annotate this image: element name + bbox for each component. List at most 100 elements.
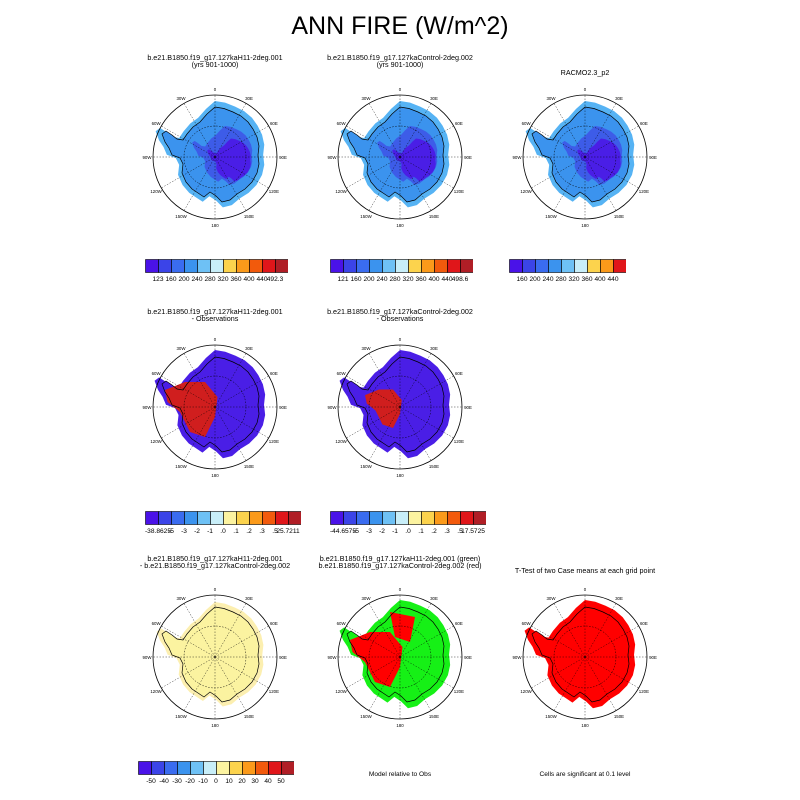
- colorbar-boxes: [145, 511, 301, 525]
- colorbar-swatch: [574, 259, 588, 273]
- colorbar-swatch: [460, 259, 473, 273]
- meridian-line: [584, 625, 639, 658]
- colorbar-swatch: [369, 259, 383, 273]
- colorbar-swatch: [330, 259, 344, 273]
- meridian-line: [399, 406, 432, 461]
- colorbar-tick-label: 360: [581, 276, 593, 283]
- meridian-line: [183, 406, 216, 461]
- longitude-label: 60E: [640, 621, 648, 626]
- longitude-label: 60E: [270, 621, 278, 626]
- colorbar-swatch: [177, 761, 191, 775]
- meridian-line: [214, 353, 247, 408]
- meridian-line: [214, 406, 247, 461]
- longitude-label: 180: [211, 473, 219, 478]
- colorbar-swatch: [255, 761, 269, 775]
- colorbar-swatch: [408, 259, 422, 273]
- longitude-label: 150E: [429, 714, 439, 719]
- longitude-label: 30E: [430, 596, 438, 601]
- coastline: [161, 606, 260, 703]
- colorbar-tick-label: 492.3: [266, 276, 284, 283]
- meridian-line: [346, 406, 401, 439]
- meridian-line: [553, 656, 586, 711]
- colorbar-swatch: [288, 511, 301, 525]
- longitude-label: 90E: [279, 405, 287, 410]
- colorbar-swatch: [158, 259, 172, 273]
- longitude-label: 180: [396, 473, 404, 478]
- meridian-line: [584, 156, 617, 211]
- longitude-label: 90E: [279, 655, 287, 660]
- colorbar-swatch: [262, 259, 276, 273]
- colorbar-swatch: [236, 259, 250, 273]
- colorbar-tick-label: 320: [568, 276, 580, 283]
- longitude-label: 120W: [150, 689, 162, 694]
- longitude-label: 60E: [455, 121, 463, 126]
- meridian-line: [553, 156, 586, 211]
- colorbar-tick-label: 123: [152, 276, 164, 283]
- longitude-label: 30W: [546, 596, 556, 601]
- meridian-line: [214, 156, 247, 211]
- colorbar-tick-label: 121: [337, 276, 349, 283]
- colorbar-tick-label: .2: [246, 528, 252, 535]
- colorbar-tick-label: -1: [207, 528, 213, 535]
- longitude-label: 180: [211, 223, 219, 228]
- colorbar-swatch: [434, 259, 448, 273]
- longitude-label: 120E: [454, 189, 464, 194]
- colorbar-swatch: [548, 259, 562, 273]
- longitude-label: 150W: [545, 214, 557, 219]
- meridian-line: [214, 375, 269, 408]
- colorbar-tick-label: .5: [457, 528, 463, 535]
- panel-subtitle: - Observations: [191, 314, 239, 323]
- colorbar-tick-label: 240: [376, 276, 388, 283]
- meridian-line: [161, 406, 216, 439]
- colorbar-tick-label: 200: [363, 276, 375, 283]
- meridian-line: [346, 156, 401, 189]
- meridian-line: [531, 125, 586, 158]
- longitude-label: 120W: [335, 439, 347, 444]
- panel-subtitle: (yrs 901-1000): [191, 60, 239, 69]
- colorbar: 121 160 200 240 280 320 360 400 440 498.6: [330, 259, 473, 283]
- colorbar-tick-label: -1: [392, 528, 398, 535]
- colorbar-tick-label: 25.7211: [276, 528, 300, 535]
- polar-map: 0 30E 60E 90E 120E 150E 180 150W 120W 90W 60W 30W: [327, 87, 471, 228]
- colorbar-tick-label: 400: [243, 276, 255, 283]
- longitude-label: 60E: [455, 621, 463, 626]
- longitude-label: 30W: [176, 346, 186, 351]
- colorbar-tick-label: .0: [405, 528, 411, 535]
- panel-title: b.e21.B1850.f19_g17.127kaH11-2deg.001: [147, 307, 283, 316]
- colorbar-swatch: [356, 511, 370, 525]
- colorbar-tick-label: 20: [238, 778, 246, 785]
- coastline: [161, 356, 260, 453]
- colorbar-swatch: [330, 511, 344, 525]
- colorbar-swatch: [395, 511, 409, 525]
- panel-subtitle: (yrs 901-1000): [376, 60, 424, 69]
- map-boundary: [152, 344, 278, 470]
- map-boundary: [152, 594, 278, 720]
- colorbar-swatch: [382, 511, 396, 525]
- colorbar: 123 160 200 240 280 320 360 400 440 492.3: [145, 259, 288, 283]
- colorbar-swatch: [281, 761, 294, 775]
- longitude-label: 150E: [614, 214, 624, 219]
- meridian-line: [214, 103, 247, 158]
- colorbar-swatch: [434, 511, 448, 525]
- colorbar-tick-label: 400: [428, 276, 440, 283]
- longitude-label: 30W: [176, 596, 186, 601]
- page-title: ANN FIRE (W/m^2): [291, 12, 509, 40]
- colorbar-tick-label: -30: [172, 778, 182, 785]
- meridian-line: [368, 156, 401, 211]
- longitude-label: 90W: [142, 155, 152, 160]
- colorbar-swatch: [164, 761, 178, 775]
- colorbar-swatch: [587, 259, 601, 273]
- meridian-line: [183, 156, 216, 211]
- longitude-label: 150W: [175, 464, 187, 469]
- colorbar-boxes: [330, 511, 486, 525]
- meridian-line: [399, 656, 432, 711]
- meridian-line: [584, 603, 617, 658]
- colorbar-swatch: [613, 259, 626, 273]
- anomaly-patch: [390, 612, 415, 642]
- colorbar-tick-label: 200: [529, 276, 541, 283]
- longitude-label: 120W: [150, 439, 162, 444]
- longitude-label: 120E: [269, 689, 279, 694]
- longitude-label: 150E: [244, 464, 254, 469]
- colorbar-swatch: [216, 761, 230, 775]
- colorbar-swatch: [223, 511, 237, 525]
